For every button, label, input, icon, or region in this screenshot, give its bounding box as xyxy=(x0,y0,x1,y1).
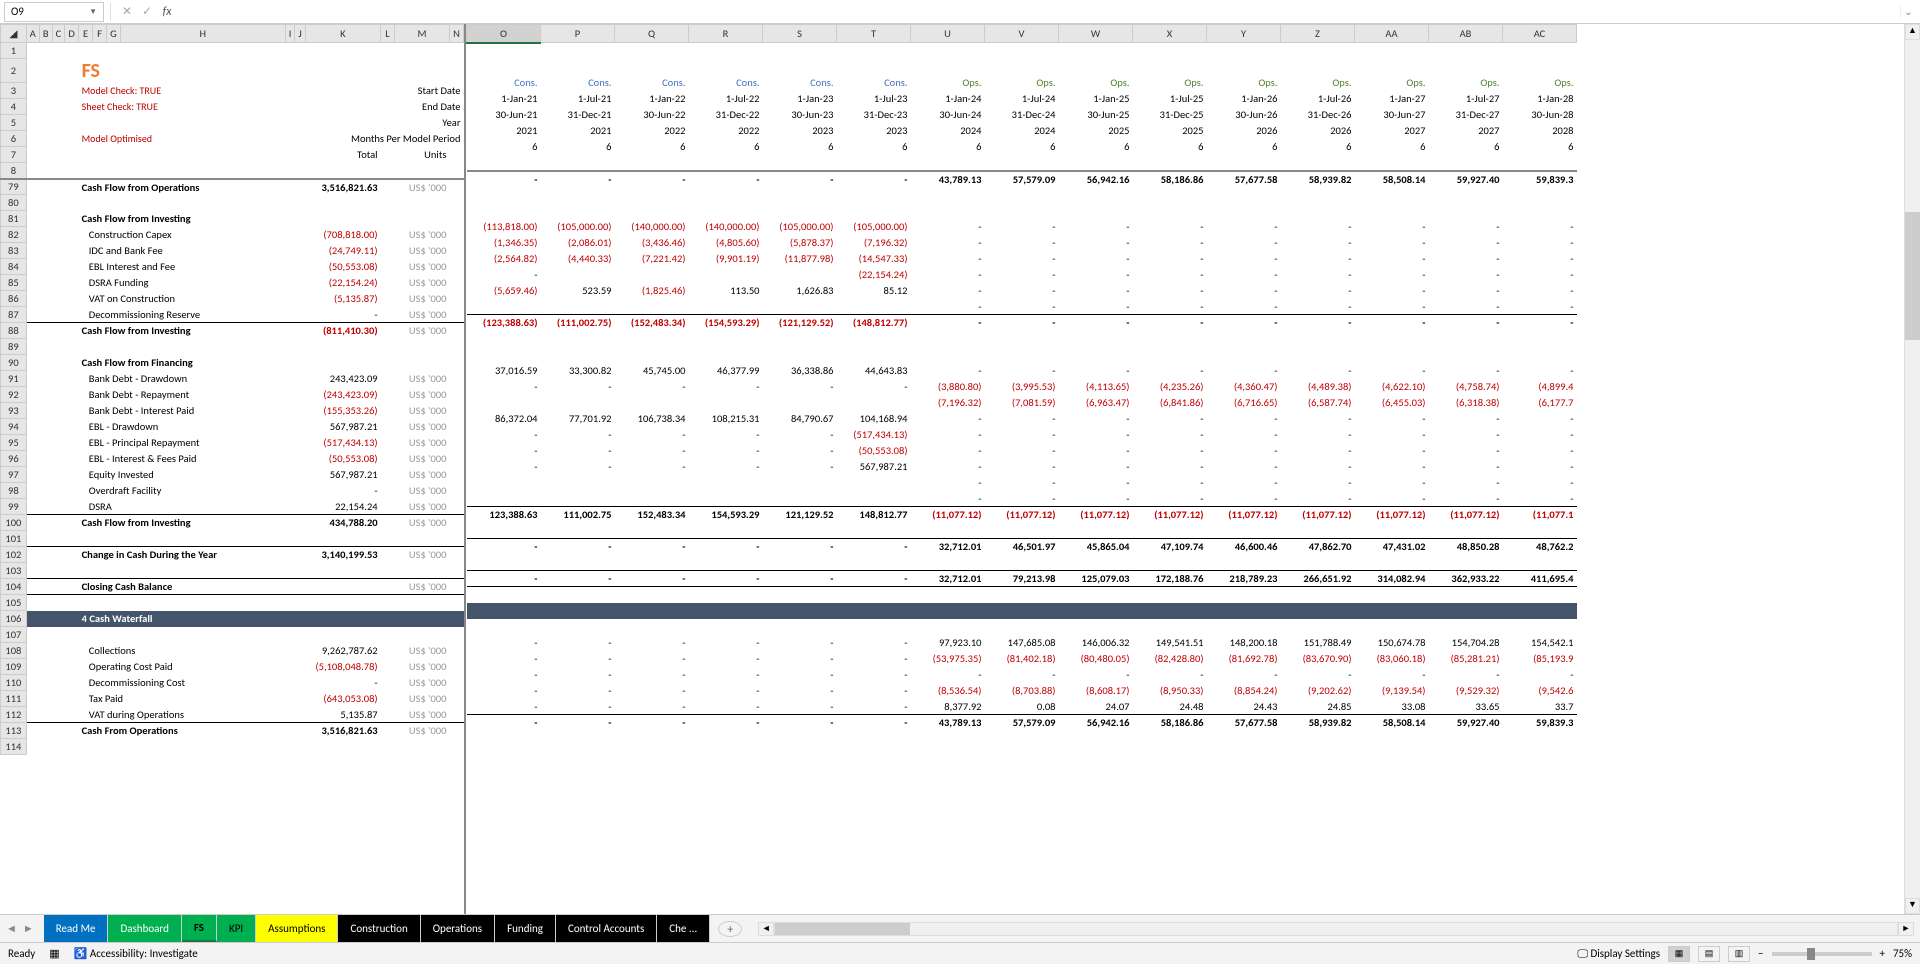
cancel-icon: ✕ xyxy=(117,4,137,19)
col-header[interactable]: U xyxy=(911,25,985,43)
col-header[interactable]: X xyxy=(1133,25,1207,43)
sheet-tab[interactable]: Read Me xyxy=(44,915,109,942)
scroll-table[interactable]: OPQRSTUVWXYZAAABACCons.Cons.Cons.Cons.Co… xyxy=(466,24,1577,747)
view-page-layout-icon[interactable]: ▤ xyxy=(1698,946,1720,962)
col-header[interactable]: AC xyxy=(1503,25,1577,43)
col-header[interactable]: A xyxy=(26,25,39,43)
tab-prev-icon[interactable]: ◄ xyxy=(6,922,17,935)
status-ready: Ready xyxy=(8,947,35,960)
col-header[interactable]: B xyxy=(39,25,52,43)
hscroll-track[interactable] xyxy=(774,922,1898,936)
col-header[interactable]: AB xyxy=(1429,25,1503,43)
col-header[interactable]: V xyxy=(985,25,1059,43)
name-box-dropdown-icon[interactable]: ▼ xyxy=(89,7,97,17)
sheet-tab[interactable]: Construction xyxy=(338,915,420,942)
col-header[interactable]: Z xyxy=(1281,25,1355,43)
col-header[interactable]: S xyxy=(763,25,837,43)
vscroll-thumb[interactable] xyxy=(1905,212,1920,341)
tab-next-icon[interactable]: ► xyxy=(23,922,34,935)
formula-input[interactable] xyxy=(177,2,1900,22)
col-header[interactable]: Q xyxy=(615,25,689,43)
zoom-slider[interactable] xyxy=(1772,952,1872,956)
col-header[interactable]: K xyxy=(305,25,380,43)
display-settings[interactable]: 🖵 Display Settings xyxy=(1577,947,1660,961)
formula-expand-icon[interactable]: ⌄ xyxy=(1900,5,1916,18)
accessibility-status[interactable]: ♿ Accessibility: Investigate xyxy=(74,947,198,960)
col-header[interactable]: W xyxy=(1059,25,1133,43)
sheet-tabs: Read MeDashboardFSKPIAssumptionsConstruc… xyxy=(44,915,710,942)
col-header[interactable]: Y xyxy=(1207,25,1281,43)
sheet-tab[interactable]: Che ... xyxy=(657,915,710,942)
hscroll-left-icon[interactable]: ◄ xyxy=(758,922,774,936)
zoom-out-icon[interactable]: − xyxy=(1758,947,1763,960)
zoom-thumb[interactable] xyxy=(1807,948,1815,960)
vscroll-track[interactable] xyxy=(1905,40,1920,898)
col-header[interactable]: L xyxy=(381,25,395,43)
view-normal-icon[interactable]: ▦ xyxy=(1668,946,1690,962)
zoom-in-icon[interactable]: + xyxy=(1880,947,1885,960)
name-box-value: O9 xyxy=(11,5,24,18)
sheet-tab[interactable]: Dashboard xyxy=(108,915,181,942)
tab-bar: ◄ ► Read MeDashboardFSKPIAssumptionsCons… xyxy=(0,914,1920,942)
vertical-scrollbar[interactable]: ▲ ▼ xyxy=(1904,24,1920,914)
col-header[interactable]: G xyxy=(106,25,120,43)
name-box[interactable]: O9 ▼ xyxy=(4,2,104,22)
col-header[interactable]: J xyxy=(295,25,305,43)
frozen-table[interactable]: ◢ABCDEFGHIJKLMN12FS3Model Check: TRUESta… xyxy=(0,24,464,755)
status-bar: Ready ▦ ♿ Accessibility: Investigate 🖵 D… xyxy=(0,942,1920,964)
col-header[interactable]: F xyxy=(93,25,107,43)
col-header[interactable]: T xyxy=(837,25,911,43)
sheet-tab[interactable]: Control Accounts xyxy=(556,915,657,942)
col-header[interactable]: AA xyxy=(1355,25,1429,43)
sheet-tab[interactable]: Operations xyxy=(421,915,495,942)
zoom-level[interactable]: 75% xyxy=(1893,947,1912,960)
scroll-down-icon[interactable]: ▼ xyxy=(1905,898,1920,914)
col-header[interactable]: N xyxy=(449,25,463,43)
col-header[interactable]: O xyxy=(467,25,541,43)
horizontal-scrollbar[interactable]: ◄ ► xyxy=(758,922,1914,936)
col-header[interactable]: D xyxy=(65,25,79,43)
hscroll-thumb[interactable] xyxy=(775,923,910,935)
col-header[interactable]: P xyxy=(541,25,615,43)
select-all[interactable]: ◢ xyxy=(1,25,27,43)
sheet-area: ◢ABCDEFGHIJKLMN12FS3Model Check: TRUESta… xyxy=(0,24,1920,914)
col-header[interactable]: M xyxy=(394,25,449,43)
col-header[interactable]: H xyxy=(120,25,285,43)
col-header[interactable]: C xyxy=(52,25,65,43)
col-header[interactable]: R xyxy=(689,25,763,43)
hscroll-right-icon[interactable]: ► xyxy=(1898,922,1914,936)
col-header[interactable]: I xyxy=(285,25,295,43)
frozen-pane: ◢ABCDEFGHIJKLMN12FS3Model Check: TRUESta… xyxy=(0,24,466,914)
sheet-tab[interactable]: KPI xyxy=(217,915,256,942)
confirm-icon: ✓ xyxy=(137,4,157,19)
sheet-tab[interactable]: Assumptions xyxy=(256,915,338,942)
scroll-pane[interactable]: OPQRSTUVWXYZAAABACCons.Cons.Cons.Cons.Co… xyxy=(466,24,1904,914)
fx-icon[interactable]: fx xyxy=(157,5,177,19)
tab-nav: ◄ ► xyxy=(6,922,34,935)
scroll-up-icon[interactable]: ▲ xyxy=(1905,24,1920,40)
col-header[interactable]: E xyxy=(79,25,93,43)
macro-icon[interactable]: ▦ xyxy=(49,947,59,960)
formula-bar: O9 ▼ ✕ ✓ fx ⌄ xyxy=(0,0,1920,24)
add-sheet-icon[interactable]: + xyxy=(718,921,742,937)
view-page-break-icon[interactable]: ▥ xyxy=(1728,946,1750,962)
sheet-tab[interactable]: Funding xyxy=(495,915,556,942)
sheet-tab[interactable]: FS xyxy=(182,915,217,942)
